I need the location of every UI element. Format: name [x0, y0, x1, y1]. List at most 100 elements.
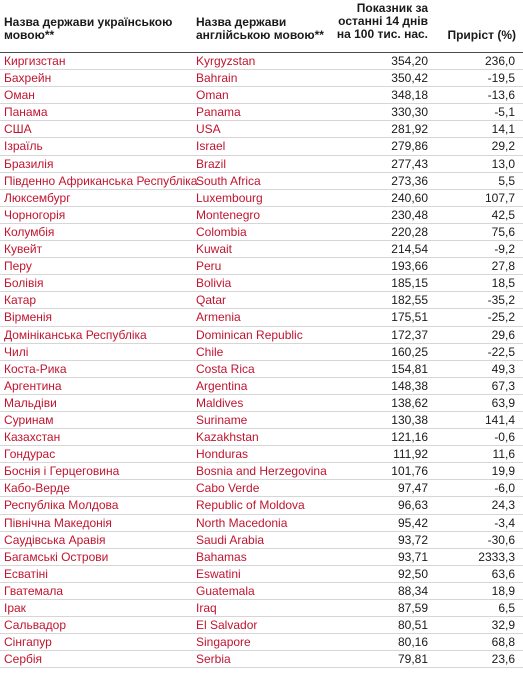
country-name-ukrainian: Ірак: [4, 601, 26, 615]
growth-value: 6,5: [498, 601, 515, 615]
country-name-english: USA: [196, 122, 221, 137]
table-row: Саудівська Аравія Saudi Arabia 93,72 -30,6: [0, 532, 523, 549]
country-name-ukrainian: Чорногорія: [4, 207, 66, 222]
country-name-ukrainian: Болівія: [4, 276, 44, 291]
country-name-english: Bolivia: [196, 276, 232, 291]
growth-value: -0,6: [494, 430, 515, 445]
table-row: Аргентина Argentina 148,38 67,3: [0, 378, 523, 395]
country-name-english: Argentina: [196, 378, 248, 393]
rate-value: 148,38: [391, 378, 428, 393]
rate-value: 185,15: [391, 276, 428, 291]
rate-value: 330,30: [391, 105, 428, 120]
rate-value: 175,51: [391, 310, 428, 325]
country-name-english: Republic of Moldova: [196, 498, 305, 513]
country-name-english: El Salvador: [196, 618, 258, 633]
growth-value: 27,8: [491, 259, 515, 274]
rate-value: 350,42: [391, 71, 428, 86]
country-name-ukrainian: Вірменія: [4, 310, 53, 325]
table-row: Бразилія Brazil 277,43 13,0: [0, 156, 523, 173]
country-name-english: Kazakhstan: [196, 430, 259, 445]
table-row: Чилі Chile 160,25 -22,5: [0, 344, 523, 361]
country-name-ukrainian: Сальвадор: [4, 618, 66, 633]
table-row: Ірак Iraq 87,59 6,5: [0, 600, 523, 618]
growth-value: -3,4: [494, 515, 515, 530]
country-name-ukrainian: Катар: [4, 293, 37, 308]
header-growth: Приріст (%): [447, 28, 516, 42]
country-name-ukrainian: Бахрейн: [4, 71, 52, 86]
country-name-ukrainian: Панама: [4, 105, 48, 120]
table-row: Панама Panama 330,30 -5,1: [0, 104, 523, 122]
country-name-ukrainian: Домініканська Республіка: [4, 327, 147, 342]
country-name-english: Bahamas: [196, 549, 247, 564]
growth-value: -13,6: [487, 88, 515, 103]
country-name-ukrainian: Есватіні: [4, 566, 48, 581]
rate-value: 79,81: [397, 652, 428, 667]
rate-value: 230,48: [391, 207, 428, 222]
table-row: Есватіні Eswatini 92,50 63,6: [0, 566, 523, 583]
country-name-english: Colombia: [196, 224, 247, 239]
country-name-ukrainian: Коста-Рика: [4, 361, 67, 376]
country-name-english: Oman: [196, 88, 229, 103]
country-name-english: Bosnia and Herzegovina: [196, 464, 327, 479]
country-name-english: Eswatini: [196, 566, 241, 581]
growth-value: -30,6: [487, 532, 515, 547]
rate-value: 172,37: [391, 327, 428, 342]
country-name-english: Peru: [196, 259, 222, 274]
table-row: Перу Peru 193,66 27,8: [0, 258, 523, 276]
country-name-ukrainian: Колумбія: [4, 224, 55, 239]
rate-value: 277,43: [391, 156, 428, 171]
rate-value: 138,62: [391, 395, 428, 410]
country-name-english: Panama: [196, 105, 241, 120]
header-ukrainian-name: Назва держави українською мовою**: [4, 15, 173, 42]
country-name-ukrainian: Саудівська Аравія: [4, 532, 106, 547]
rate-value: 281,92: [391, 122, 428, 137]
growth-value: -6,0: [494, 481, 515, 496]
table-row: Мальдіви Maldives 138,62 63,9: [0, 395, 523, 412]
table-row: Оман Oman 348,18 -13,6: [0, 87, 523, 105]
table-row: Колумбія Colombia 220,28 75,6: [0, 224, 523, 242]
table-row: Бахрейн Bahrain 350,42 -19,5: [0, 70, 523, 88]
growth-value: -19,5: [487, 71, 515, 86]
growth-value: 236,0: [484, 54, 515, 68]
country-name-english: Iraq: [196, 601, 217, 615]
country-name-english: South Africa: [196, 173, 261, 188]
rate-value: 96,63: [397, 498, 428, 513]
growth-value: 24,3: [491, 498, 515, 513]
country-name-english: Singapore: [196, 635, 251, 650]
country-name-english: Kyrgyzstan: [196, 54, 256, 68]
header-14day-rate: Показник за останні 14 днів на 100 тис. …: [336, 1, 428, 41]
rate-value: 130,38: [391, 412, 428, 427]
country-name-ukrainian: Північна Македонія: [4, 515, 112, 530]
rate-value: 121,16: [391, 430, 428, 445]
country-name-english: Montenegro: [196, 207, 261, 222]
country-name-ukrainian: Оман: [4, 88, 35, 103]
country-name-ukrainian: Кабо-Верде: [4, 481, 70, 496]
rate-value: 88,34: [397, 583, 428, 598]
table-row: Кабо-Верде Cabo Verde 97,47 -6,0: [0, 480, 523, 498]
rate-value: 240,60: [391, 190, 428, 205]
country-name-ukrainian: Боснія і Герцеговина: [4, 464, 120, 479]
growth-value: 2333,3: [478, 549, 515, 564]
rate-value: 273,36: [391, 173, 428, 188]
country-name-english: Cabo Verde: [196, 481, 260, 496]
country-name-english: Honduras: [196, 447, 249, 462]
country-name-english: Dominican Republic: [196, 327, 303, 342]
table-row: Сальвадор El Salvador 80,51 32,9: [0, 617, 523, 635]
rate-value: 93,71: [397, 549, 428, 564]
growth-value: 29,2: [491, 139, 515, 154]
growth-value: -25,2: [487, 310, 515, 325]
table-row: Південно Африканська Республіка South Afr…: [0, 173, 523, 190]
growth-value: 11,6: [492, 447, 515, 462]
country-name-ukrainian: Перу: [4, 259, 32, 274]
country-name-ukrainian: Бразилія: [4, 156, 54, 171]
growth-value: 18,5: [491, 276, 515, 291]
country-name-ukrainian: Кувейт: [4, 242, 43, 257]
country-name-english: Kuwait: [196, 242, 233, 257]
country-name-english: North Macedonia: [196, 515, 288, 530]
rate-value: 97,47: [397, 481, 428, 496]
rate-value: 214,54: [391, 242, 428, 257]
country-name-english: Suriname: [196, 412, 248, 427]
rate-value: 354,20: [391, 54, 428, 68]
country-name-ukrainian: Гондурас: [4, 447, 56, 462]
